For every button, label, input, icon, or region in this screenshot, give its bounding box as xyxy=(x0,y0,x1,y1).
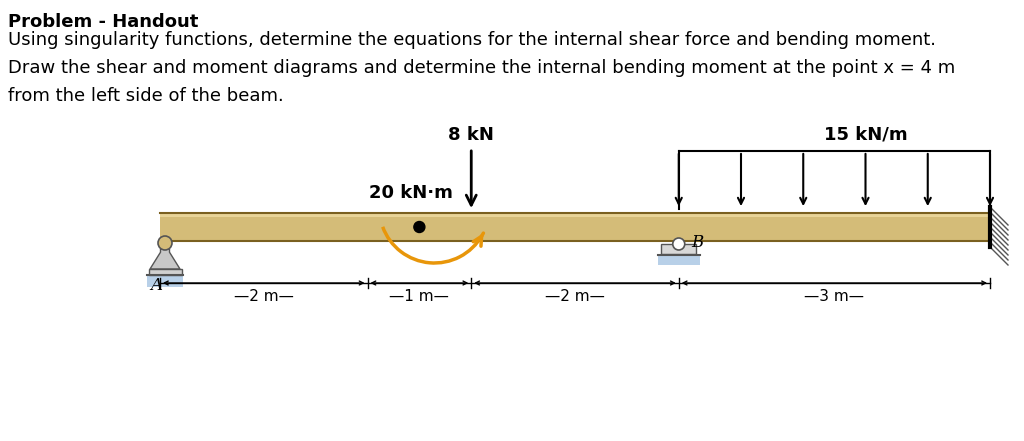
Text: 8 kN: 8 kN xyxy=(449,126,495,144)
Polygon shape xyxy=(150,249,180,269)
Text: from the left side of the beam.: from the left side of the beam. xyxy=(8,87,284,105)
Text: —2 m—: —2 m— xyxy=(233,289,294,304)
Text: Problem - Handout: Problem - Handout xyxy=(8,13,199,31)
Text: —3 m—: —3 m— xyxy=(805,289,864,304)
Text: —1 m—: —1 m— xyxy=(389,289,450,304)
Text: B: B xyxy=(691,233,703,250)
Circle shape xyxy=(414,221,425,232)
Text: A: A xyxy=(150,277,162,294)
Circle shape xyxy=(158,236,172,250)
Text: Draw the shear and moment diagrams and determine the internal bending moment at : Draw the shear and moment diagrams and d… xyxy=(8,59,955,77)
Text: Using singularity functions, determine the equations for the internal shear forc: Using singularity functions, determine t… xyxy=(8,31,936,49)
Text: —2 m—: —2 m— xyxy=(545,289,605,304)
Text: 20 kN·m: 20 kN·m xyxy=(370,184,454,202)
Circle shape xyxy=(673,238,685,250)
Polygon shape xyxy=(160,213,990,217)
Polygon shape xyxy=(160,213,990,241)
Polygon shape xyxy=(657,254,699,265)
Text: 15 kN/m: 15 kN/m xyxy=(823,125,907,143)
Polygon shape xyxy=(662,244,696,254)
Polygon shape xyxy=(148,269,181,275)
Polygon shape xyxy=(147,275,183,287)
